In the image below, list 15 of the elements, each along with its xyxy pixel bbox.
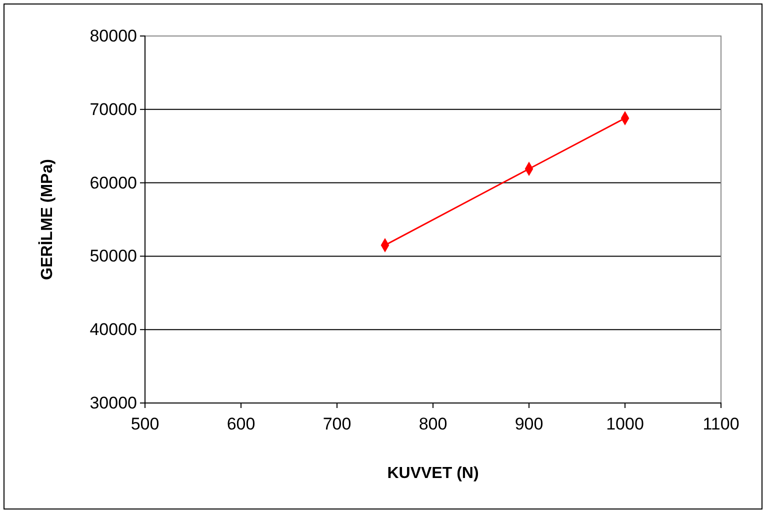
y-tick-label: 60000 — [90, 173, 137, 192]
y-tick-label: 70000 — [90, 100, 137, 119]
x-tick-label: 900 — [514, 414, 544, 434]
x-tick-label: 500 — [130, 414, 160, 434]
x-tick-label: 700 — [322, 414, 352, 434]
x-axis-title: KUVVET (N) — [387, 465, 479, 482]
x-tick-label: 600 — [226, 414, 256, 434]
x-tick-label: 1000 — [606, 414, 644, 434]
y-tick-label: 40000 — [90, 320, 137, 340]
y-tick-label: 30000 — [90, 393, 137, 412]
x-tick-label: 800 — [418, 414, 448, 434]
y-tick-label: 50000 — [90, 246, 137, 266]
y-axis-title: GERİLME (MPa) — [38, 159, 56, 280]
x-tick-label: 1100 — [702, 414, 740, 434]
y-tick-label: 80000 — [90, 26, 137, 46]
